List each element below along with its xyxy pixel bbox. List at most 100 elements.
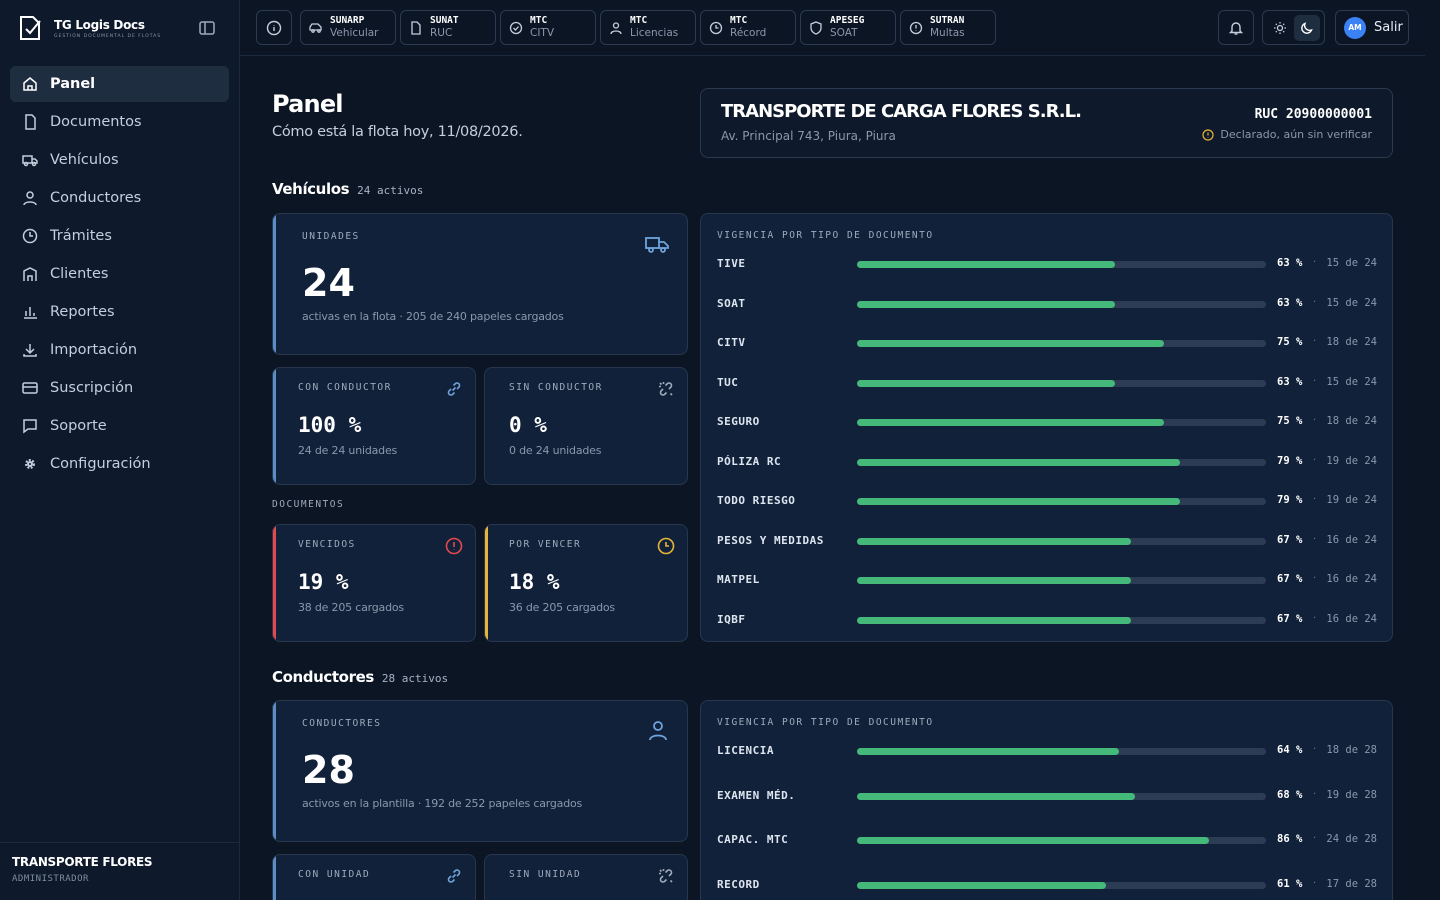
chip-sunat-ruc[interactable]: SUNAT RUC [400,10,496,45]
sidebar-footer[interactable]: TRANSPORTE FLORES ADMINISTRADOR [0,842,239,900]
theme-switcher [1262,10,1325,45]
company-address: Av. Principal 743, Piura, Piura [721,129,896,143]
card-label: UNIDADES [302,231,360,242]
validity-row: SEGURO 75 % · 18 de 24 [717,414,1377,430]
validity-percent: 67 % [1277,573,1303,585]
validity-count: 24 de 28 [1326,833,1377,845]
vehicles-validity-card: VIGENCIA POR TIPO DE DOCUMENTO TIVE 63 % ·… [700,213,1393,642]
chip-sub: Licencias [630,27,679,39]
page-subtitle: Cómo está la flota hoy, 11/08/2026. [272,124,523,140]
theme-dark-button[interactable] [1294,14,1321,41]
chip-mtc-citv[interactable]: MTC CITV [500,10,596,45]
card-label: CON UNIDAD [298,869,371,880]
sidebar-item-label: Clientes [50,266,109,282]
sidebar-item-label: Reportes [50,304,115,320]
validity-progress-track [857,379,1266,387]
validity-row: MATPEL 67 % · 16 de 24 [717,572,1377,588]
brand-tagline: GESTIÓN DOCUMENTAL DE FLOTAS [54,33,162,39]
without-unit-card[interactable]: SIN UNIDAD [484,854,688,900]
footer-role: ADMINISTRADOR [12,874,89,884]
warning-circle-icon [1202,128,1215,141]
validity-progress-fill [857,837,1209,844]
expired-card[interactable]: VENCIDOS 19 % 38 de 205 cargados [272,524,476,642]
sidebar-item-importacion[interactable]: Importación [10,332,229,368]
with-driver-value: 100 % [298,413,362,437]
validity-progress-track [857,261,1266,268]
logout-button[interactable]: AM Salir [1335,10,1409,45]
without-driver-card[interactable]: SIN CONDUCTOR 0 % 0 de 24 unidades [484,367,688,485]
validity-title: VIGENCIA POR TIPO DE DOCUMENTO [717,230,934,241]
validity-doc-name: PÓLIZA RC [717,454,782,468]
link-icon [447,869,461,883]
validity-percent: 79 % [1277,494,1303,506]
download-icon [23,344,37,357]
validity-percent: 63 % [1277,375,1303,388]
chip-mtc-record[interactable]: MTC Récord [700,10,796,45]
validity-count: 17 de 28 [1326,877,1377,890]
sidebar-item-clientes[interactable]: Clientes [10,256,229,292]
units-card[interactable]: UNIDADES 24 activas en la flota · 205 de… [272,213,688,355]
info-button[interactable] [256,10,292,45]
validity-percent: 63 % [1277,296,1303,309]
validity-progress-fill [857,748,1119,755]
sidebar-item-reportes[interactable]: Reportes [10,294,229,330]
chip-apeseg-soat[interactable]: APESEG SOAT [800,10,896,45]
chip-title: SUTRAN [930,15,965,26]
brand[interactable]: TG Logis Docs GESTIÓN DOCUMENTAL DE FLOT… [18,14,161,42]
validity-doc-name: MATPEL [717,573,760,586]
document-icon [25,114,36,130]
vehicles-section-header: Vehículos 24 activos [272,180,423,198]
company-ruc: RUC 20900000001 [1254,107,1372,122]
notifications-button[interactable] [1218,10,1254,45]
shield-icon [810,20,822,35]
drivers-desc: activos en la plantilla · 192 de 252 pap… [302,797,583,810]
sidebar-item-conductores[interactable]: Conductores [10,180,229,216]
validity-progress-fill [857,340,1164,347]
sidebar-item-configuracion[interactable]: Configuración [10,446,229,482]
sidebar-item-documentos[interactable]: Documentos [10,104,229,140]
with-unit-card[interactable]: CON UNIDAD [272,854,476,900]
documents-label: DOCUMENTOS [272,499,345,510]
clock-icon [657,537,675,555]
expiring-card[interactable]: POR VENCER 18 % 36 de 205 cargados [484,524,688,642]
validity-progress-fill [857,537,1132,545]
link-icon [447,382,461,396]
alert-circle-icon [445,537,463,555]
validity-count: 16 de 24 [1326,612,1377,625]
theme-light-button[interactable] [1267,15,1293,41]
chip-sutran-multas[interactable]: SUTRAN Multas [900,10,996,45]
validity-count: 18 de 24 [1326,415,1377,427]
user-icon [649,721,667,741]
sidebar-item-tramites[interactable]: Trámites [10,218,229,254]
validity-title: VIGENCIA POR TIPO DE DOCUMENTO [717,717,934,728]
sidebar-item-suscripcion[interactable]: Suscripción [10,370,229,406]
validity-doc-name: TUC [717,375,739,389]
with-driver-card[interactable]: CON CONDUCTOR 100 % 24 de 24 unidades [272,367,476,485]
gear-icon [25,459,35,469]
chip-title: MTC [730,15,748,26]
sidebar: TG Logis Docs GESTIÓN DOCUMENTAL DE FLOT… [0,0,240,900]
validity-doc-name: PESOS Y MEDIDAS [717,533,824,547]
section-title: Conductores [272,668,374,686]
card-stripe [273,368,276,484]
sidebar-item-label: Configuración [50,456,151,472]
validity-row: IQBF 67 % · 16 de 24 [717,612,1377,628]
drivers-card[interactable]: CONDUCTORES 28 activos en la plantilla ·… [272,700,688,842]
company-status: Declarado, aún sin verificar [1202,128,1372,141]
units-desc: activas en la flota · 205 de 240 papeles… [302,310,564,323]
sidebar-item-panel[interactable]: Panel [10,66,229,102]
chip-mtc-licencias[interactable]: MTC Licencias [600,10,696,45]
validity-count: 15 de 24 [1326,375,1377,388]
validity-separator: · [1313,788,1317,800]
moon-icon [1301,21,1314,34]
company-status-text: Declarado, aún sin verificar [1220,128,1372,141]
sidebar-toggle-icon[interactable] [198,19,216,37]
company-card[interactable]: TRANSPORTE DE CARGA FLORES S.R.L. Av. Pr… [700,88,1393,158]
validity-count: 19 de 24 [1326,454,1377,467]
chip-sunarp-vehicular[interactable]: SUNARP Vehicular [300,10,396,45]
sidebar-item-soporte[interactable]: Soporte [10,408,229,444]
section-count: 24 activos [357,184,424,197]
chip-sub: Vehicular [330,27,379,39]
sidebar-item-vehiculos[interactable]: Vehículos [10,142,229,178]
validity-count: 15 de 24 [1326,296,1377,309]
